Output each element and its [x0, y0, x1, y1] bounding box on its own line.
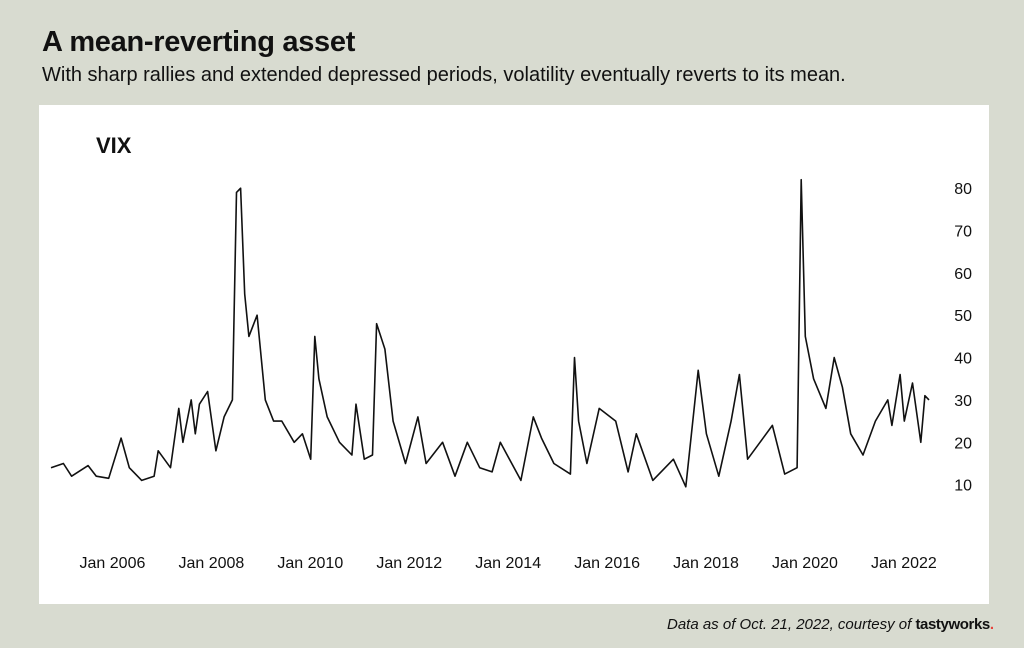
x-tick-label: Jan 2018 [673, 555, 739, 572]
x-tick-label: Jan 2012 [376, 555, 442, 572]
x-tick-label: Jan 2016 [574, 555, 640, 572]
y-tick-label: 80 [954, 181, 972, 198]
chart-panel: VIX 10 20 30 40 50 60 70 80 Jan 2006 Jan 2008 Jan … [39, 105, 989, 604]
vix-line-chart: 10 20 30 40 50 60 70 80 Jan 2006 Jan 2008 Jan 2010… [50, 178, 972, 572]
source-note: Data as of Oct. 21, 2022, courtesy of ta… [667, 616, 994, 633]
brand-logo: tastyworks [915, 616, 990, 633]
chart-subtitle: With sharp rallies and extended depresse… [42, 64, 846, 86]
x-tick-label: Jan 2010 [277, 555, 343, 572]
y-tick-label: 20 [954, 435, 972, 452]
y-tick-label: 70 [954, 224, 972, 241]
x-tick-label: Jan 2006 [80, 555, 146, 572]
y-tick-label: 60 [954, 266, 972, 283]
source-text: Data as of Oct. 21, 2022, courtesy of [666, 616, 916, 633]
series-label: VIX [96, 133, 132, 158]
brand-logo-dot: . [989, 616, 994, 633]
y-tick-label: 50 [954, 308, 972, 325]
y-tick-label: 10 [954, 478, 972, 495]
x-tick-label: Jan 2022 [871, 555, 937, 572]
y-tick-label: 40 [954, 351, 972, 368]
y-tick-label: 30 [954, 393, 972, 410]
x-tick-label: Jan 2008 [178, 555, 244, 572]
chart-title: A mean-reverting asset [42, 26, 356, 58]
x-tick-label: Jan 2020 [772, 555, 838, 572]
vix-series-line [50, 178, 930, 488]
x-tick-label: Jan 2014 [475, 555, 541, 572]
